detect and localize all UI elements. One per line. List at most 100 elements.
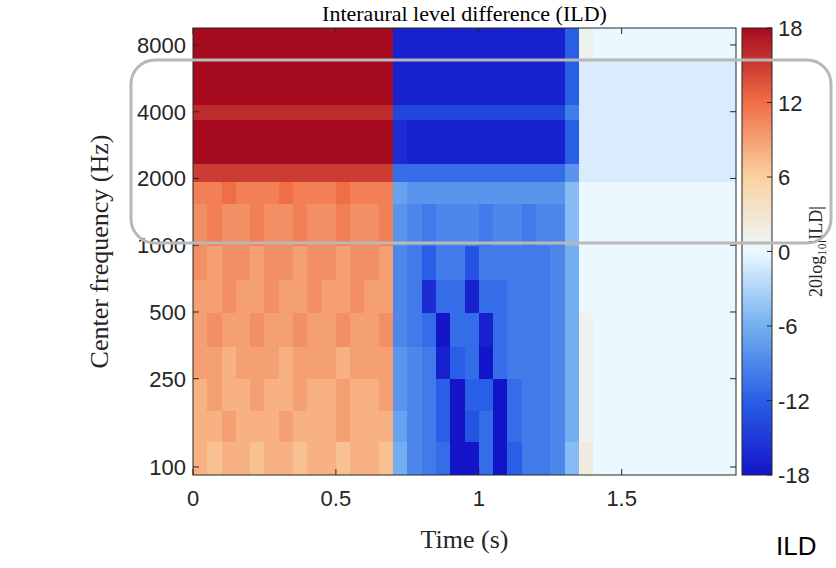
cell	[450, 410, 465, 442]
cell	[350, 181, 365, 204]
cell	[622, 245, 637, 280]
cell	[322, 245, 337, 280]
cell	[522, 245, 537, 280]
cell	[465, 312, 480, 347]
cell	[465, 280, 480, 313]
cell	[207, 280, 222, 313]
annotation: ILD	[776, 531, 816, 561]
cell	[222, 58, 237, 106]
cell	[507, 245, 522, 280]
cell	[322, 312, 337, 347]
cell	[193, 280, 208, 313]
cell	[336, 379, 351, 411]
cell	[422, 442, 437, 475]
cell	[436, 58, 451, 106]
cell	[636, 410, 651, 442]
cell	[522, 58, 537, 106]
plot-frame	[193, 28, 736, 475]
cell	[336, 58, 351, 106]
cell	[522, 203, 537, 246]
cell	[307, 312, 322, 347]
cell	[650, 58, 665, 106]
cell	[422, 181, 437, 204]
cell	[650, 28, 665, 58]
cell	[465, 346, 480, 379]
cell	[193, 203, 208, 246]
cell	[536, 346, 551, 379]
cell	[193, 163, 208, 182]
cell	[264, 442, 279, 475]
cell	[250, 28, 265, 58]
cell	[307, 181, 322, 204]
cell	[465, 119, 480, 163]
cell	[264, 203, 279, 246]
cell	[693, 181, 708, 204]
cell	[479, 346, 494, 379]
cell	[350, 379, 365, 411]
cell	[450, 442, 465, 475]
colorbar-tick	[767, 28, 772, 29]
cell	[293, 119, 308, 163]
cell	[693, 58, 708, 106]
cell	[393, 181, 408, 204]
y-tick-label: 500	[149, 300, 186, 325]
cell	[236, 28, 251, 58]
cell	[207, 346, 222, 379]
cell	[307, 119, 322, 163]
cell	[207, 442, 222, 475]
cell	[250, 379, 265, 411]
y-tick-label: 8000	[137, 33, 186, 58]
cell	[336, 442, 351, 475]
cell	[465, 410, 480, 442]
cell	[536, 410, 551, 442]
cell	[422, 346, 437, 379]
cell	[579, 346, 594, 379]
x-tick	[335, 469, 336, 475]
cell	[350, 203, 365, 246]
cell	[436, 245, 451, 280]
cell	[264, 181, 279, 204]
cell	[293, 28, 308, 58]
cell	[693, 245, 708, 280]
cell	[293, 58, 308, 106]
colorbar-tick-label: -12	[778, 389, 810, 414]
cell	[264, 163, 279, 182]
cell	[279, 28, 294, 58]
cell	[665, 119, 680, 163]
cell	[393, 105, 408, 120]
cell	[250, 442, 265, 475]
cell	[236, 312, 251, 347]
cell	[607, 379, 622, 411]
cell	[479, 163, 494, 182]
colorbar-tick-label: 12	[778, 91, 802, 116]
colorbar-tick	[767, 326, 772, 327]
cell	[222, 245, 237, 280]
cell	[379, 105, 394, 120]
cell	[407, 181, 422, 204]
cell	[422, 410, 437, 442]
cell	[293, 245, 308, 280]
cell	[350, 346, 365, 379]
cell	[207, 245, 222, 280]
cell	[336, 410, 351, 442]
cell	[293, 379, 308, 411]
cell	[636, 245, 651, 280]
cell	[722, 442, 736, 475]
cell	[650, 280, 665, 313]
cell	[264, 28, 279, 58]
cell	[536, 312, 551, 347]
cell	[436, 163, 451, 182]
cell	[250, 410, 265, 442]
cell	[693, 203, 708, 246]
cell	[379, 119, 394, 163]
cell	[393, 379, 408, 411]
cell	[565, 245, 580, 280]
cell	[279, 410, 294, 442]
cell	[665, 442, 680, 475]
cell	[436, 203, 451, 246]
cell	[293, 312, 308, 347]
cell	[293, 280, 308, 313]
cell	[307, 245, 322, 280]
cell	[565, 203, 580, 246]
cell	[307, 28, 322, 58]
